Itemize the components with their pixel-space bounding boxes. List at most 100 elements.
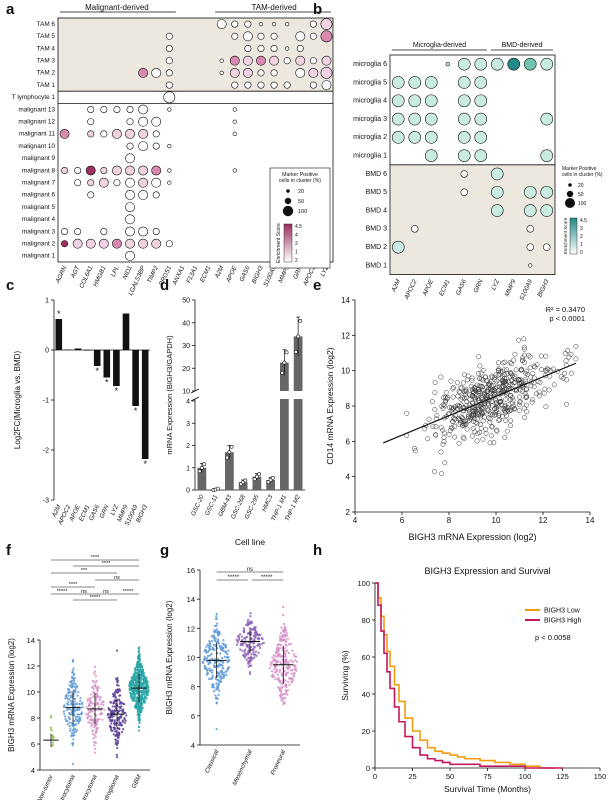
y-tick-label: 14 bbox=[341, 296, 350, 305]
y-axis-label: mRNA Expression (BIGH3/GAPDH) bbox=[165, 335, 174, 455]
data-point bbox=[249, 659, 252, 663]
data-point bbox=[145, 692, 148, 696]
data-point bbox=[113, 705, 116, 708]
scatter-point bbox=[481, 387, 487, 393]
gene-label: AGRN bbox=[54, 264, 69, 285]
scatter-point bbox=[560, 375, 566, 381]
scatter-point bbox=[511, 357, 516, 363]
data-point bbox=[133, 690, 136, 693]
legend-color-tick: 2 bbox=[295, 241, 298, 247]
y-tick-label: 4 bbox=[346, 473, 351, 482]
scatter-point bbox=[544, 368, 550, 374]
scatter-point bbox=[496, 418, 502, 423]
data-point bbox=[118, 694, 121, 697]
dot-b bbox=[424, 94, 438, 108]
dot-b bbox=[540, 149, 554, 162]
scatter-point bbox=[516, 377, 521, 383]
data-point bbox=[78, 703, 81, 706]
scatter-point bbox=[474, 382, 480, 388]
scatter-point bbox=[476, 354, 482, 360]
data-point bbox=[75, 702, 79, 705]
dot-a bbox=[151, 116, 162, 127]
data-point bbox=[271, 656, 274, 659]
data-point bbox=[216, 640, 220, 643]
data-point bbox=[252, 651, 255, 654]
data-point bbox=[99, 695, 102, 698]
data-point bbox=[224, 644, 228, 647]
scatter-point bbox=[457, 390, 463, 396]
scatter-point bbox=[411, 445, 417, 451]
data-point bbox=[67, 700, 70, 703]
replicate-dot bbox=[296, 334, 301, 339]
data-point bbox=[103, 708, 106, 711]
data-point bbox=[93, 672, 96, 675]
scatter-point bbox=[527, 354, 533, 360]
dot-b bbox=[424, 112, 438, 126]
data-point bbox=[214, 694, 217, 697]
data-point bbox=[76, 715, 79, 718]
data-point bbox=[247, 656, 250, 660]
scatter-point bbox=[472, 411, 478, 417]
x-tick-label: 50 bbox=[446, 772, 454, 781]
data-point bbox=[216, 638, 220, 641]
sig-label: ns bbox=[103, 589, 109, 595]
data-point bbox=[241, 638, 244, 642]
y-tick-label: 10 bbox=[182, 389, 190, 396]
data-point bbox=[256, 632, 259, 635]
scatter-point bbox=[502, 402, 508, 408]
replicate-dot bbox=[229, 444, 234, 449]
scatter-point bbox=[524, 402, 529, 408]
data-point bbox=[108, 707, 111, 710]
data-point bbox=[217, 673, 220, 676]
data-point bbox=[203, 655, 206, 659]
dot-a bbox=[269, 55, 279, 66]
legend-color-tick: 4.5 bbox=[580, 218, 587, 224]
gene-label: BIGH3 bbox=[536, 278, 550, 298]
scatter-point bbox=[504, 428, 510, 434]
scatter-point bbox=[470, 400, 476, 406]
data-point bbox=[270, 670, 274, 673]
scatter-point bbox=[498, 401, 504, 407]
row-label: TAM 5 bbox=[37, 33, 56, 40]
scatter-point bbox=[475, 404, 481, 410]
data-point bbox=[285, 634, 288, 637]
data-point bbox=[89, 693, 93, 696]
data-point bbox=[217, 642, 221, 645]
data-point bbox=[250, 653, 253, 656]
row-label: microglia 1 bbox=[353, 152, 387, 159]
data-point bbox=[95, 698, 98, 701]
data-point bbox=[101, 700, 104, 703]
dot-a bbox=[85, 238, 96, 249]
dot-b bbox=[540, 112, 554, 126]
survival-curve-high bbox=[375, 582, 563, 769]
y-tick-label: -3 bbox=[43, 498, 49, 505]
dot-a bbox=[283, 57, 291, 65]
data-point bbox=[207, 661, 211, 665]
data-point bbox=[248, 672, 252, 676]
data-point bbox=[114, 740, 117, 744]
data-point bbox=[246, 651, 249, 655]
scatter-point bbox=[546, 387, 552, 393]
y-tick-label: 2 bbox=[186, 443, 190, 450]
scatter-point bbox=[430, 424, 436, 429]
scatter-point bbox=[496, 366, 502, 372]
dot-b bbox=[460, 188, 468, 196]
legend-title-a: Marker Positive bbox=[282, 172, 318, 178]
scatter-point bbox=[476, 393, 482, 399]
data-point bbox=[122, 708, 125, 711]
legend-color-tick: 4.5 bbox=[295, 224, 302, 230]
data-point bbox=[215, 728, 218, 731]
data-point bbox=[117, 727, 121, 730]
gene-label: LYZ bbox=[490, 278, 501, 291]
dot-a bbox=[74, 179, 82, 187]
data-point bbox=[111, 729, 114, 732]
legend-color-tick: 2 bbox=[295, 258, 298, 264]
data-point bbox=[287, 680, 290, 684]
dot-a bbox=[74, 167, 82, 175]
scatter-point bbox=[523, 387, 529, 393]
dot-a bbox=[152, 130, 160, 138]
dot-a bbox=[295, 55, 306, 66]
legend-color-tick: 4 bbox=[295, 233, 298, 239]
data-point bbox=[109, 715, 112, 718]
scatter-point bbox=[516, 407, 522, 413]
